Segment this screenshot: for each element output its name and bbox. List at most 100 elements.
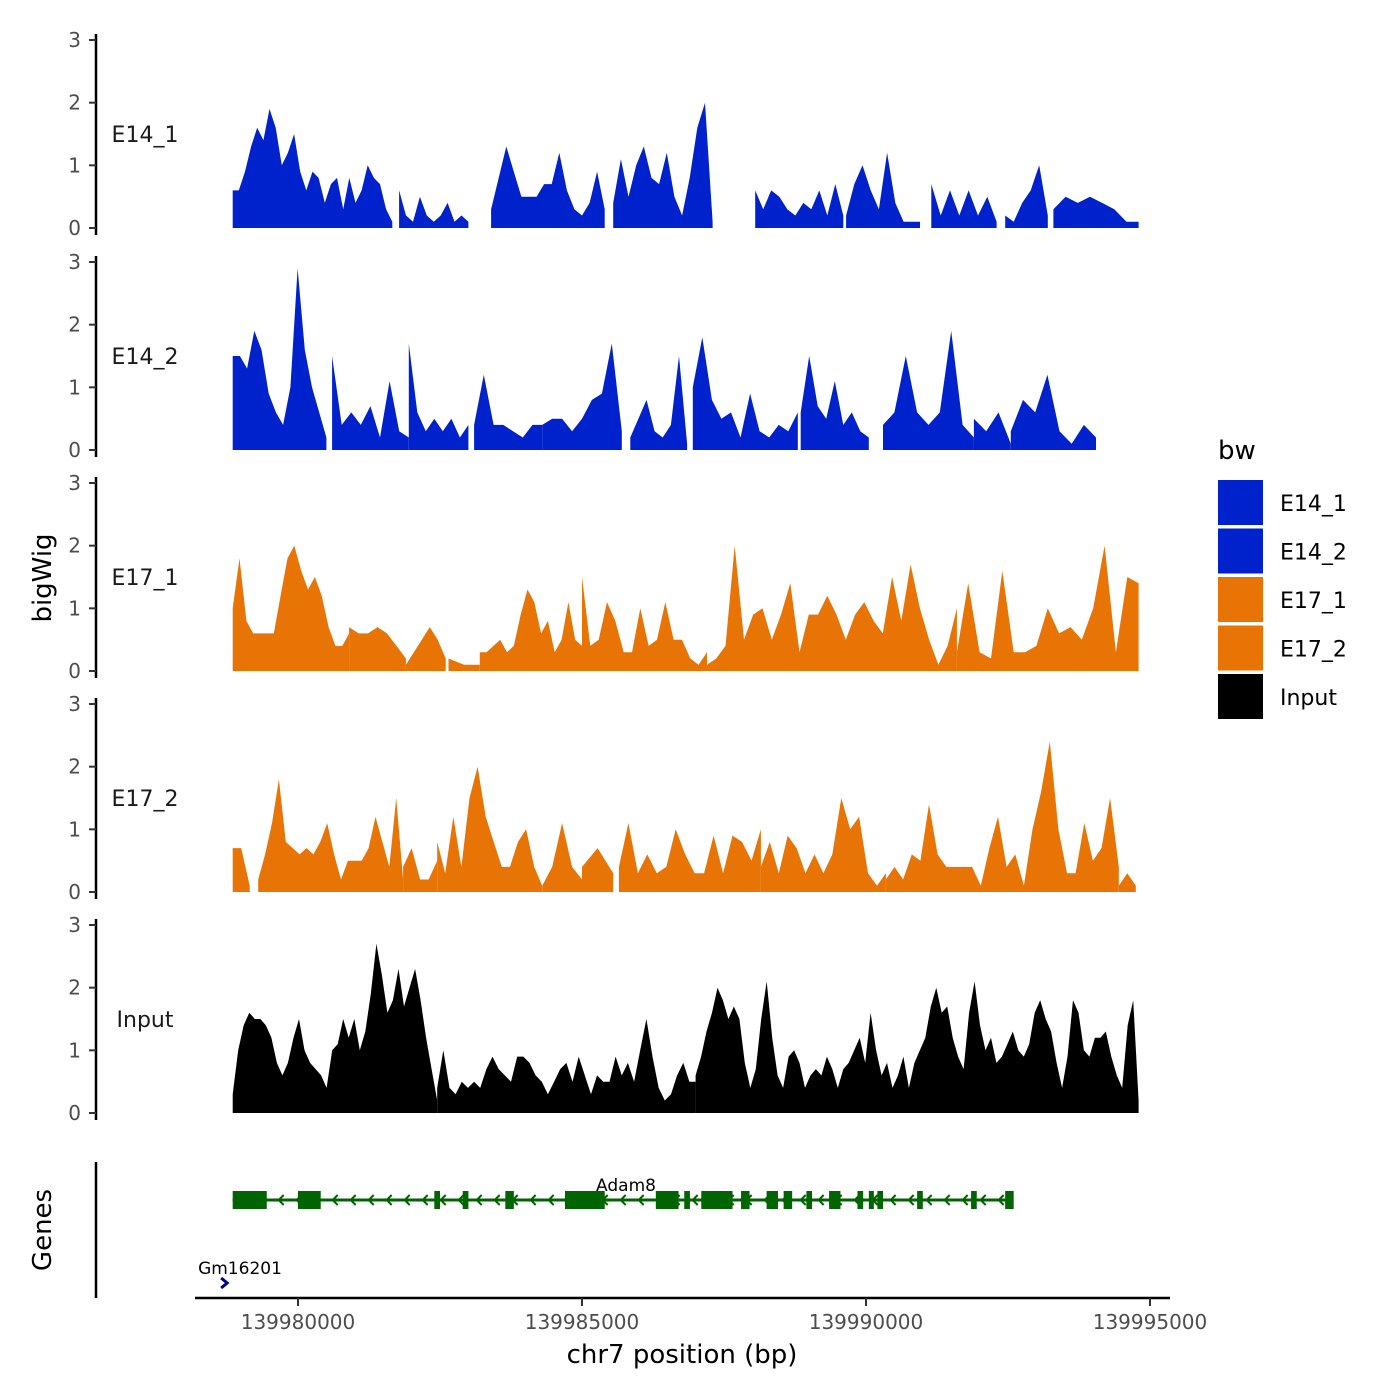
y-tick-label-E14_1-1: 1 bbox=[68, 153, 81, 177]
coverage-area-E14_1-7 bbox=[1005, 165, 1048, 228]
exon-Adam8-13 bbox=[829, 1191, 841, 1209]
y-tick-label-E17_2-3: 3 bbox=[68, 692, 81, 716]
strand-arrow-Adam8 bbox=[403, 1194, 411, 1206]
legend-label-E14_2: E14_2 bbox=[1280, 541, 1347, 566]
coverage-area-E17_2-6 bbox=[618, 823, 761, 892]
strand-arrow-Adam8 bbox=[961, 1194, 969, 1206]
coverage-area-E14_2-4 bbox=[542, 343, 622, 450]
legend-label-E17_1: E17_1 bbox=[1280, 589, 1347, 614]
coverage-tracks: 0 1 2 3 E14_1 0 1 2 3 E14_2 0 1 2 3 E17_1 0 1 2 3 E17_2 0 1 2 3… bbox=[68, 28, 1139, 1125]
exon-Adam8-16 bbox=[877, 1191, 884, 1209]
gene-annotation-panel: Adam8 Gm16201 bbox=[94, 1162, 1014, 1298]
y-tick-label-E14_2-2: 2 bbox=[68, 313, 81, 337]
coverage-area-E14_2-6 bbox=[692, 337, 798, 450]
gene-body-Gm16201 bbox=[220, 1276, 230, 1290]
strand-arrow-Adam8 bbox=[421, 1194, 429, 1206]
y-tick-label-E14_1-3: 3 bbox=[68, 28, 81, 52]
coverage-area-E14_2-8 bbox=[883, 330, 974, 450]
coverage-area-E17_1-0 bbox=[232, 545, 350, 671]
track-E14_2: 0 1 2 3 E14_2 bbox=[68, 250, 1096, 462]
strand-arrow-Adam8 bbox=[529, 1194, 537, 1206]
x-tick-label-139980000: 139980000 bbox=[241, 1310, 356, 1334]
exon-Adam8-15 bbox=[868, 1191, 874, 1209]
y-tick-label-E17_1-2: 2 bbox=[68, 534, 81, 558]
y-tick-label-E14_1-0: 0 bbox=[68, 216, 81, 240]
coverage-area-E17_2-4 bbox=[542, 823, 582, 892]
x-tick-label-139985000: 139985000 bbox=[525, 1310, 640, 1334]
legend-label-E17_2: E17_2 bbox=[1280, 638, 1347, 663]
gene-Adam8: Adam8 bbox=[232, 1176, 1014, 1209]
gene-label-Adam8: Adam8 bbox=[596, 1176, 656, 1196]
x-axis: 139980000 139985000 139990000 139995000 bbox=[195, 1296, 1207, 1334]
coverage-area-E17_2-7 bbox=[760, 798, 886, 892]
y-tick-label-E14_2-0: 0 bbox=[68, 438, 81, 462]
strand-arrow-Adam8 bbox=[349, 1194, 357, 1206]
exon-Adam8-6 bbox=[655, 1191, 679, 1209]
strand-arrow-Adam8 bbox=[277, 1194, 285, 1206]
coverage-area-E14_1-4 bbox=[755, 184, 844, 228]
coverage-area-E17_1-2 bbox=[405, 627, 446, 671]
track-E17_2: 0 1 2 3 E17_2 bbox=[68, 692, 1136, 904]
exon-Adam8-7 bbox=[684, 1191, 690, 1209]
strand-arrow-Adam8 bbox=[547, 1194, 555, 1206]
exon-Adam8-10 bbox=[766, 1191, 778, 1209]
y-tick-label-E17_1-3: 3 bbox=[68, 471, 81, 495]
strand-arrow-Adam8 bbox=[925, 1194, 933, 1206]
coverage-area-E17_1-3 bbox=[448, 658, 480, 671]
coverage-area-E14_1-6 bbox=[931, 184, 997, 228]
y-axis-title: bigWig bbox=[28, 533, 58, 622]
track-E17_1: 0 1 2 3 E17_1 bbox=[68, 471, 1139, 683]
y-tick-label-E17_1-1: 1 bbox=[68, 596, 81, 620]
strand-arrow-Adam8 bbox=[475, 1194, 483, 1206]
track-label-E14_2: E14_2 bbox=[112, 345, 179, 370]
legend-label-Input: Input bbox=[1280, 686, 1337, 711]
strand-arrow-Adam8 bbox=[331, 1194, 339, 1206]
legend-swatch-E14_1 bbox=[1218, 480, 1263, 525]
coverage-area-E17_2-9 bbox=[1118, 873, 1136, 892]
legend-label-E14_1: E14_1 bbox=[1280, 492, 1347, 517]
y-tick-label-E17_2-1: 1 bbox=[68, 817, 81, 841]
gene-models: Adam8 Gm16201 bbox=[198, 1176, 1014, 1290]
strand-arrow-Adam8 bbox=[493, 1194, 501, 1206]
exon-Adam8-0 bbox=[232, 1191, 267, 1209]
track-label-E14_1: E14_1 bbox=[112, 123, 179, 148]
coverage-area-E17_2-3 bbox=[437, 766, 543, 892]
y-tick-label-E17_2-0: 0 bbox=[68, 880, 81, 904]
y-tick-label-E14_1-2: 2 bbox=[68, 91, 81, 115]
coverage-area-E14_1-8 bbox=[1053, 196, 1139, 228]
exon-Adam8-2 bbox=[434, 1191, 440, 1209]
y-tick-label-Input-1: 1 bbox=[68, 1038, 81, 1062]
legend-swatch-Input bbox=[1218, 674, 1263, 719]
coverage-area-E17_1-4 bbox=[479, 589, 582, 671]
strand-arrow-Adam8 bbox=[637, 1194, 645, 1206]
strand-arrow-Adam8 bbox=[619, 1194, 627, 1206]
exon-Adam8-4 bbox=[505, 1191, 514, 1209]
coverage-area-E14_1-0 bbox=[232, 108, 393, 228]
exon-Adam8-12 bbox=[806, 1191, 813, 1209]
y-tick-label-Input-2: 2 bbox=[68, 976, 81, 1000]
exon-Adam8-18 bbox=[971, 1191, 977, 1209]
y-tick-label-E17_2-2: 2 bbox=[68, 755, 81, 779]
y-tick-label-E17_1-0: 0 bbox=[68, 659, 81, 683]
exon-Adam8-19 bbox=[1005, 1191, 1014, 1209]
coverage-area-E17_1-5 bbox=[582, 577, 707, 671]
strand-arrow-Adam8 bbox=[997, 1194, 1005, 1206]
x-ticks: 139980000 139985000 139990000 139995000 bbox=[241, 1298, 1207, 1334]
coverage-area-E14_1-2 bbox=[491, 146, 605, 228]
y-tick-label-Input-0: 0 bbox=[68, 1101, 81, 1125]
exon-Adam8-1 bbox=[298, 1191, 321, 1209]
x-tick-label-139990000: 139990000 bbox=[809, 1310, 924, 1334]
coverage-area-E14_2-9 bbox=[973, 412, 1011, 450]
exon-Adam8-14 bbox=[857, 1191, 864, 1209]
legend-title: bw bbox=[1218, 436, 1256, 466]
coverage-area-E14_2-2 bbox=[408, 343, 469, 450]
coverage-area-E14_1-3 bbox=[613, 102, 713, 228]
track-label-E17_1: E17_1 bbox=[112, 566, 179, 591]
legend-swatch-E14_2 bbox=[1218, 528, 1263, 574]
strand-arrow-Adam8 bbox=[439, 1194, 447, 1206]
coverage-area-E14_1-1 bbox=[399, 190, 469, 228]
exon-Adam8-3 bbox=[462, 1191, 469, 1209]
coverage-area-E14_2-1 bbox=[332, 356, 409, 450]
coverage-area-E17_1-6 bbox=[707, 545, 957, 671]
